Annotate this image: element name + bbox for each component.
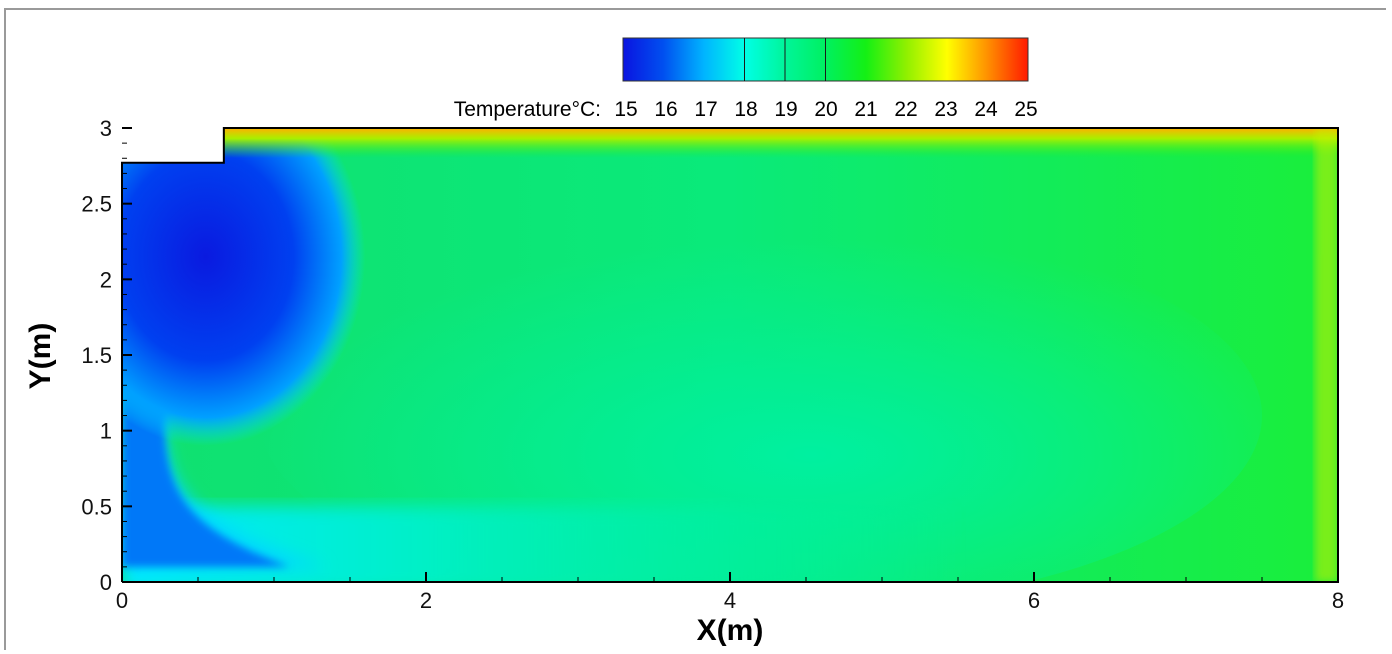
x-tick-label: 6 [1028,588,1040,613]
colorbar-label: 15 [614,98,637,121]
y-tick-label: 2 [100,267,112,292]
colorbar-label: 24 [974,98,998,121]
figure-frame [4,8,1386,650]
y-axis-ticks: 0 0.5 1 1.5 2 2.5 3 [81,116,132,595]
y-tick-label: 2.5 [81,192,112,217]
field-cold-core [122,128,366,446]
x-tick-label: 0 [116,588,128,613]
y-tick-label: 0 [100,570,112,595]
colorbar-label: 20 [814,98,837,121]
colorbar: Temperature°C: 15 16 17 18 19 20 21 22 23 24 25 [454,37,1038,121]
field-right-wall-warm-band [1315,128,1338,582]
y-tick-label: 1 [100,419,112,444]
y-tick-label: 1.5 [81,343,112,368]
axes: 0 2 4 6 8 0 0.5 1 1.5 2 2.5 3 X(m) Y(m) [24,116,1344,647]
x-tick-label: 8 [1332,588,1344,613]
colorbar-label: 23 [934,98,957,121]
y-axis-title: Y(m) [24,323,57,390]
colorbar-label: 19 [774,98,797,121]
colorbar-label: 22 [894,98,917,121]
y-tick-label: 3 [100,116,112,141]
colorbar-label: 17 [694,98,717,121]
colorbar-label: 21 [854,98,877,121]
colorbar-contour-lines [744,38,826,81]
colorbar-label: 16 [654,98,677,121]
colorbar-labels: 15 16 17 18 19 20 21 22 23 24 25 [614,98,1037,121]
y-tick-label: 0.5 [81,494,112,519]
x-axis-ticks: 0 2 4 6 8 [116,572,1344,613]
colorbar-title: Temperature°C: [454,98,601,121]
field-ceiling-warm-band [122,128,1338,158]
field-floor-cool-band [122,506,958,582]
x-tick-label: 4 [724,588,736,613]
x-axis-title: X(m) [697,614,764,647]
x-tick-label: 2 [420,588,432,613]
temperature-field [122,128,1338,582]
colorbar-label: 18 [734,98,757,121]
colorbar-label: 25 [1014,98,1037,121]
